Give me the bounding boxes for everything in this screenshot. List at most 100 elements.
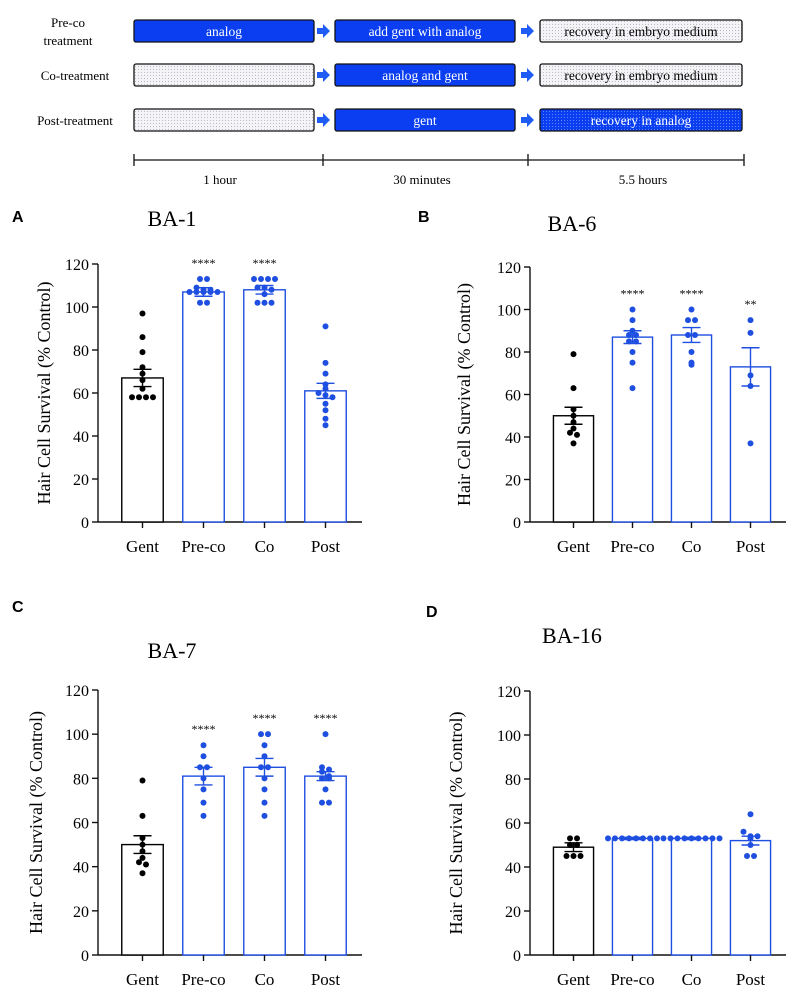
data-point: [139, 777, 146, 784]
data-point: [747, 835, 754, 842]
data-point: [200, 742, 207, 749]
chart-title: BA-1: [148, 206, 197, 231]
data-point: [319, 775, 325, 782]
timeline-label: 1 hour: [203, 172, 237, 187]
data-point: [633, 332, 639, 338]
data-point: [261, 291, 268, 298]
data-point: [207, 288, 214, 295]
y-tick-label: 40: [73, 860, 89, 877]
data-point: [570, 440, 577, 447]
chart-panel-A: A BA-1 0 20 40 60 80 100 120 Hair Cell Survival (…: [12, 206, 362, 556]
data-point: [254, 299, 261, 306]
data-point: [709, 835, 716, 842]
bar: [552, 415, 595, 523]
significance-label: ****: [621, 287, 645, 301]
data-point: [744, 853, 750, 859]
data-point: [258, 276, 264, 283]
data-point: [629, 306, 636, 313]
significance-label: ****: [680, 287, 704, 301]
data-point: [261, 786, 268, 793]
data-point: [200, 288, 207, 295]
data-point: [200, 775, 207, 782]
data-point: [143, 861, 149, 868]
y-tick-label: 120: [497, 260, 521, 277]
data-point: [751, 853, 757, 859]
data-point: [747, 383, 754, 389]
data-point: [139, 854, 146, 861]
data-point: [692, 317, 698, 324]
data-point: [265, 731, 271, 738]
data-point: [261, 742, 268, 749]
data-point: [747, 440, 754, 447]
x-tick-label: Gent: [126, 970, 159, 989]
data-point: [261, 284, 268, 291]
arrow-icon: [521, 68, 534, 82]
chart-panel-C: C BA-7 0 20 40 60 80 100 120 Hair Cell Survival (…: [12, 599, 362, 989]
y-tick-label: 60: [505, 388, 521, 405]
data-point: [326, 799, 332, 806]
row-label: Pre-co: [51, 15, 85, 30]
data-point: [702, 835, 709, 842]
data-point: [326, 766, 332, 773]
data-point: [136, 859, 142, 866]
schematic-box: [133, 19, 315, 43]
data-point: [570, 385, 577, 392]
schematic-box-label: add gent with analog: [369, 24, 482, 39]
x-tick-label: Gent: [557, 970, 590, 989]
data-point: [139, 848, 146, 855]
y-tick-label: 40: [505, 430, 521, 447]
x-tick-label: Co: [255, 970, 275, 989]
data-point: [319, 764, 325, 771]
data-point: [574, 835, 580, 842]
data-point: [193, 288, 200, 295]
data-point: [688, 349, 695, 355]
data-point: [605, 835, 611, 842]
x-tick-label: Post: [736, 537, 766, 556]
treatment-schematic: Pre-co treatment analog add gent with analo…: [37, 15, 745, 187]
chart-title: BA-6: [548, 211, 597, 236]
x-tick-label: Pre-co: [181, 970, 225, 989]
y-tick-label: 120: [65, 683, 89, 700]
x-tick-label: Post: [311, 537, 341, 556]
data-point: [322, 407, 329, 414]
y-axis-label: Hair Cell Survival (% Control): [26, 711, 47, 934]
significance-label: ****: [192, 722, 216, 736]
timeline-label: 5.5 hours: [619, 172, 667, 187]
data-point: [136, 394, 142, 401]
y-tick-label: 60: [505, 816, 521, 833]
data-point: [139, 310, 146, 317]
data-point: [747, 811, 754, 818]
bar: [121, 377, 164, 523]
data-point: [139, 349, 146, 356]
schematic-box: [539, 108, 743, 132]
x-tick-label: Gent: [126, 537, 159, 556]
data-point: [681, 835, 688, 842]
data-point: [319, 799, 325, 806]
bar: [670, 837, 713, 956]
data-point: [629, 359, 636, 366]
x-tick-label: Pre-co: [181, 537, 225, 556]
significance-label: **: [745, 297, 757, 311]
y-tick-label: 0: [81, 948, 89, 965]
significance-label: ****: [253, 256, 277, 270]
timeline-label: 30 minutes: [393, 172, 450, 187]
data-point: [626, 835, 632, 842]
y-tick-label: 0: [513, 948, 521, 965]
schematic-box: [539, 19, 743, 43]
data-point: [129, 394, 135, 401]
data-point: [265, 276, 271, 283]
data-point: [139, 834, 146, 841]
x-tick-label: Co: [255, 537, 275, 556]
arrow-icon: [317, 24, 330, 38]
schematic-box: [334, 63, 516, 87]
data-point: [647, 835, 653, 842]
data-point: [660, 835, 667, 842]
data-point: [633, 835, 639, 842]
schematic-box-label: analog and gent: [382, 68, 468, 83]
data-point: [329, 394, 336, 401]
data-point: [567, 842, 573, 848]
data-point: [629, 385, 636, 392]
panel-letter: D: [426, 604, 438, 621]
data-point: [685, 332, 691, 338]
data-point: [265, 764, 271, 771]
